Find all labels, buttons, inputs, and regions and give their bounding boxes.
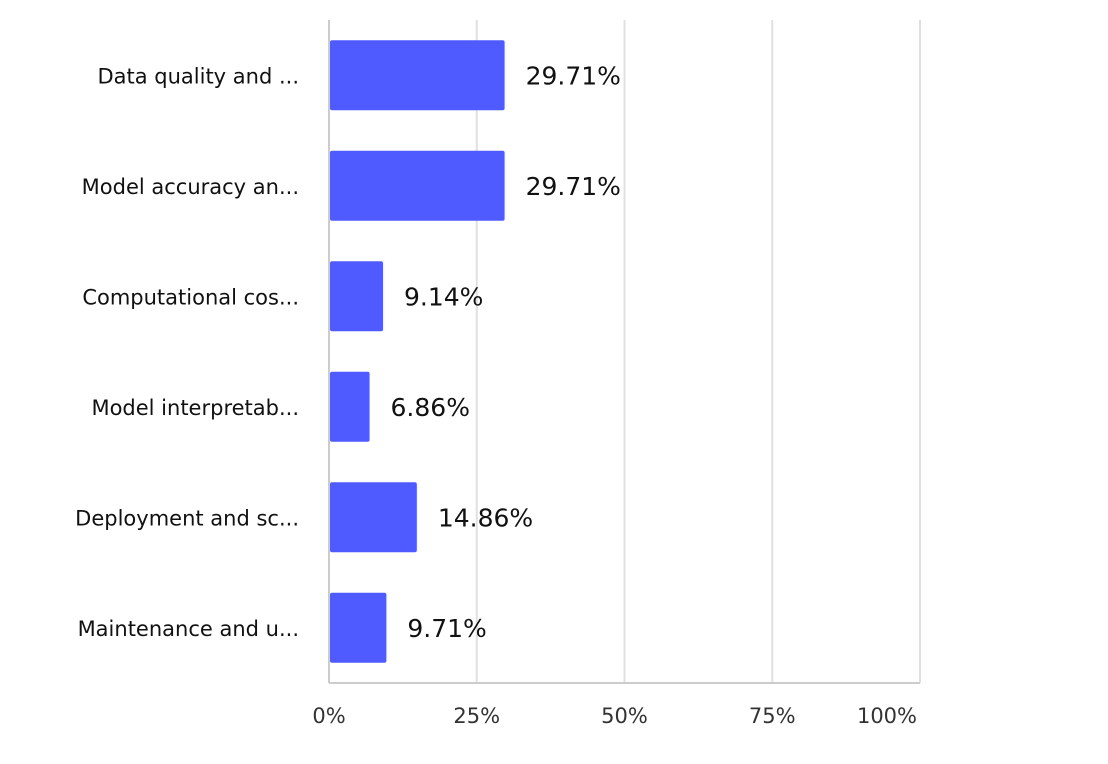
bar: [330, 482, 417, 553]
x-tick-label: 75%: [749, 704, 796, 728]
category-label: Deployment and sc...: [75, 506, 299, 530]
bar: [330, 150, 505, 221]
category-label: Maintenance and u...: [78, 617, 299, 641]
x-tick-label: 100%: [857, 704, 917, 728]
category-label: Data quality and ...: [97, 64, 299, 88]
bar: [330, 261, 384, 332]
data-label: 14.86%: [438, 503, 533, 532]
category-label: Computational cos...: [82, 285, 299, 309]
data-label: 29.71%: [526, 172, 621, 201]
bar: [330, 371, 370, 442]
x-tick-label: 0%: [312, 704, 345, 728]
category-label: Model accuracy an...: [82, 175, 299, 199]
x-tick-label: 25%: [453, 704, 500, 728]
category-label: Model interpretab...: [91, 396, 299, 420]
x-tick-label: 50%: [601, 704, 648, 728]
data-label: 9.71%: [407, 614, 486, 643]
bar: [330, 40, 505, 111]
data-label: 29.71%: [526, 61, 621, 90]
data-label: 9.14%: [404, 282, 483, 311]
data-label: 6.86%: [391, 393, 470, 422]
bar: [330, 592, 387, 663]
